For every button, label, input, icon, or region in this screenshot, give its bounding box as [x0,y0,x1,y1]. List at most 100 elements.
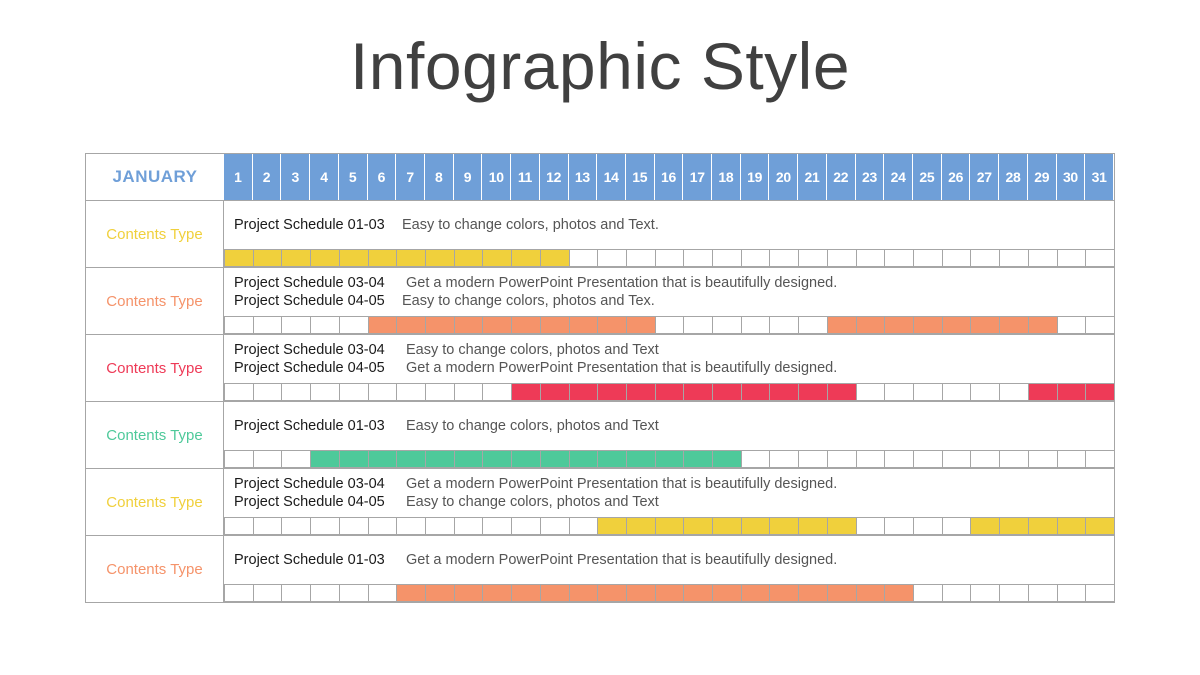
timeline-cell-filled [568,450,599,468]
row-label: Contents Type [86,201,224,268]
timeline-cell-empty [338,584,369,602]
row-label: Contents Type [86,469,224,536]
timeline-cell-empty [913,383,943,401]
timeline-cell-empty [798,316,828,334]
day-header-29: 29 [1027,154,1057,200]
timeline-cell-filled [913,316,943,334]
timeline-cell-empty [970,249,1001,267]
timeline-cell-empty [1027,584,1058,602]
timeline-cell-filled [539,316,570,334]
day-header-18: 18 [712,154,741,200]
timeline-cell-filled [482,584,513,602]
timeline-cell-filled [511,316,541,334]
timeline-strip [224,517,1115,535]
day-header-21: 21 [798,154,827,200]
schedule-grid: JANUARY 1 2 3 4 5 6 7 8 9 10 11 12 13 14 15 16 17 18 19 20 2… [85,153,1115,603]
timeline-cell-filled [970,316,1001,334]
description-line: Project Schedule 01-03 Get a modern Power… [234,551,837,569]
timeline-cell-filled [539,584,570,602]
description-line: Project Schedule 01-03 Easy to change col… [234,417,659,435]
timeline-cell-filled [683,450,714,468]
timeline-cell-filled [654,383,685,401]
row-description: Project Schedule 01-03 Get a modern Power… [234,551,837,569]
day-header-17: 17 [683,154,713,200]
timeline-cell-empty [654,316,685,334]
timeline-cell-empty [310,517,340,535]
timeline-cell-empty [826,450,857,468]
timeline-cell-empty [224,517,254,535]
timeline-cell-empty [281,450,312,468]
timeline-cell-empty [941,450,972,468]
timeline-cell-filled [1056,383,1087,401]
row-description: Project Schedule 01-03 Easy to change col… [234,417,659,435]
schedule-code: Project Schedule 03-04 [234,342,385,358]
timeline-cell-empty [310,584,340,602]
timeline-cell-empty [224,584,254,602]
timeline-cell-empty [539,517,570,535]
timeline-cell-empty [683,316,714,334]
timeline-cell-empty [396,383,426,401]
timeline-cell-filled [539,450,570,468]
timeline-cell-filled [568,584,599,602]
timeline-cell-empty [252,316,283,334]
timeline-cell-empty [798,249,828,267]
schedule-description: Easy to change colors, photos and Text [406,494,659,510]
timeline-cell-empty [396,517,426,535]
timeline-cell-filled [798,517,828,535]
schedule-code: Project Schedule 03-04 [234,476,385,492]
timeline-strip [224,316,1115,334]
day-header-28: 28 [999,154,1028,200]
schedule-code: Project Schedule 01-03 [234,217,385,233]
schedule-row: Contents Type Project Schedule 01-03 Get a… [86,535,1115,603]
timeline-cell-empty [281,316,312,334]
timeline-cell-empty [855,383,886,401]
day-header-31: 31 [1085,154,1114,200]
timeline-cell-empty [568,249,599,267]
timeline-cell-filled [683,383,714,401]
day-header-4: 4 [310,154,339,200]
schedule-row: Contents Type Project Schedule 03-04 Easy … [86,334,1115,402]
timeline-cell-empty [310,316,340,334]
timeline-cell-empty [999,450,1029,468]
schedule-code: Project Schedule 01-03 [234,552,385,568]
description-line: Project Schedule 04-05 Easy to change col… [234,292,837,310]
timeline-cell-filled [826,517,857,535]
schedule-row: Contents Type Project Schedule 01-03 Easy … [86,401,1115,469]
timeline-cell-empty [712,316,742,334]
description-line: Project Schedule 04-05 Get a modern Power… [234,359,837,377]
timeline-cell-empty [625,249,656,267]
timeline-cell-filled [453,450,484,468]
timeline-cell-filled [597,383,627,401]
row-label: Contents Type [86,335,224,402]
schedule-description: Get a modern PowerPoint Presentation tha… [406,552,838,568]
timeline-cell-empty [941,249,972,267]
day-header-11: 11 [511,154,540,200]
timeline-cell-filled [396,316,426,334]
day-header-27: 27 [970,154,1000,200]
timeline-cell-filled [740,584,771,602]
timeline-cell-empty [884,383,915,401]
timeline-cell-empty [654,249,685,267]
day-header-8: 8 [424,154,454,200]
day-header-24: 24 [884,154,914,200]
timeline-cell-filled [568,383,599,401]
timeline-cell-empty [769,316,800,334]
timeline-cell-filled [338,450,369,468]
schedule-row: Contents Type Project Schedule 03-04 Get a… [86,267,1115,335]
timeline-cell-filled [511,450,541,468]
timeline-cell-filled [1027,316,1058,334]
schedule-description: Get a modern PowerPoint Presentation tha… [406,360,838,376]
timeline-cell-filled [453,316,484,334]
day-header-9: 9 [453,154,483,200]
timeline-cell-filled [625,383,656,401]
timeline-cell-filled [252,249,283,267]
schedule-description: Easy to change colors, photos and Text [406,342,659,358]
timeline-cell-empty [482,383,513,401]
timeline-cell-empty [453,517,484,535]
timeline-cell-empty [1056,450,1087,468]
timeline-cell-filled [597,584,627,602]
row-description: Project Schedule 03-04 Get a modern Power… [234,475,837,511]
timeline-cell-empty [941,383,972,401]
schedule-code: Project Schedule 01-03 [234,418,385,434]
timeline-cell-filled [798,584,828,602]
